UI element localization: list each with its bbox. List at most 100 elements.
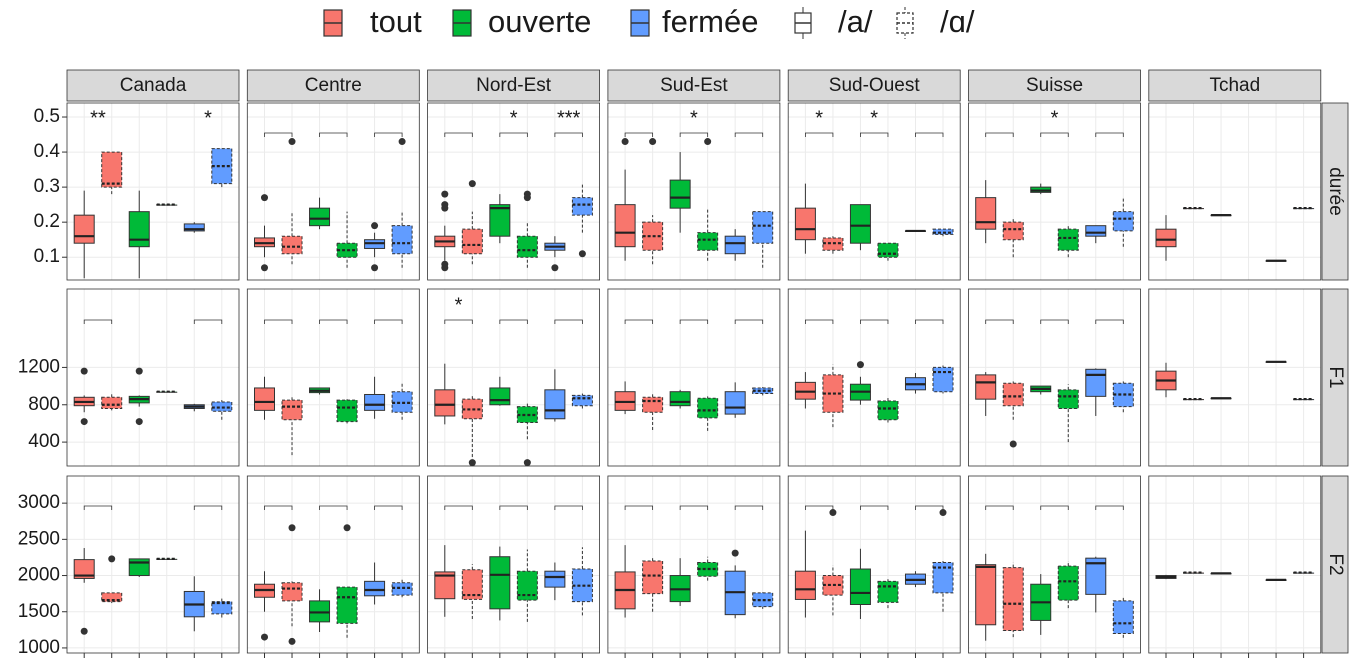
box: [975, 564, 997, 626]
strip-label: Canada: [120, 75, 187, 96]
panel-border: [66, 475, 240, 654]
panel: [1148, 475, 1322, 654]
legend-label: fermée: [662, 4, 758, 39]
strip-label: Suisse: [1026, 75, 1083, 96]
panel-border: [1148, 475, 1322, 654]
panel-bg: [968, 103, 1141, 280]
box: [336, 586, 358, 624]
panel-border: [968, 475, 1141, 654]
panel: [787, 475, 961, 654]
bracket: [860, 319, 889, 324]
panel: ** *: [66, 102, 240, 281]
bracket: [499, 132, 528, 137]
panel-border: [66, 102, 240, 281]
outlier: [441, 204, 449, 212]
box: [932, 562, 954, 594]
box: [1002, 382, 1024, 407]
outlier: [829, 509, 837, 517]
outlier: [551, 264, 559, 272]
bracket: [444, 132, 473, 137]
panel-border: [787, 288, 961, 467]
outlier: [468, 180, 476, 188]
panel-bg: [788, 103, 961, 280]
outlier: [398, 138, 406, 146]
box: [849, 568, 871, 605]
bracket: [319, 505, 348, 510]
outlier: [80, 367, 88, 375]
bracket: [264, 132, 293, 137]
bracket: [319, 132, 348, 137]
box: [1057, 389, 1079, 409]
box: [281, 582, 303, 602]
panel-border: [427, 288, 601, 467]
bracket: [1040, 319, 1069, 324]
box: [101, 396, 123, 409]
significance: *: [510, 107, 518, 129]
panel-bg: [1148, 103, 1321, 280]
box: [975, 197, 997, 230]
bracket: [499, 319, 528, 324]
panel: [1148, 102, 1322, 281]
panel-bg: [968, 289, 1141, 466]
outlier: [939, 509, 947, 517]
panel: *: [968, 102, 1141, 281]
outlier: [731, 549, 739, 557]
bracket: [193, 505, 223, 510]
strip: [1321, 475, 1349, 654]
bracket: [624, 505, 654, 510]
bracket: [554, 319, 583, 324]
bracket: [805, 505, 834, 510]
bracket: [374, 132, 403, 137]
outlier: [288, 524, 296, 532]
bracket: [499, 505, 528, 510]
panel-border: [968, 102, 1141, 281]
panel: [607, 288, 781, 467]
box: [544, 389, 566, 420]
box: [461, 569, 483, 600]
bracket: [624, 319, 654, 324]
bracket: [193, 319, 223, 324]
bracket: [679, 505, 709, 510]
bracket: [1095, 132, 1124, 137]
box: [73, 214, 95, 244]
outlier: [468, 459, 476, 467]
box: [489, 556, 511, 610]
panel-bg: [427, 103, 600, 280]
bracket: [679, 132, 709, 137]
box: [642, 560, 664, 595]
bracket: [805, 132, 834, 137]
box: [571, 394, 593, 407]
panel-bg: [427, 289, 600, 466]
y-tick-label: 2000: [18, 565, 60, 586]
panel-bg: [1148, 476, 1321, 653]
panel-border: [787, 102, 961, 281]
panel-bg: [247, 289, 420, 466]
panel-bg: [247, 103, 420, 280]
panel: [246, 288, 420, 467]
box: [489, 387, 511, 406]
bracket: [444, 319, 473, 324]
bracket: [1040, 132, 1069, 137]
panel: [66, 288, 240, 467]
box: [254, 387, 275, 411]
y-tick-label: 0.4: [34, 141, 61, 162]
significance: *: [1051, 107, 1059, 129]
bracket: [319, 319, 348, 324]
box: [849, 204, 871, 244]
bracket: [624, 132, 654, 137]
outlier: [1009, 440, 1017, 448]
panel-bg: [607, 289, 780, 466]
strip: [1148, 69, 1322, 102]
bracket: [264, 505, 293, 510]
bracket: [1095, 319, 1124, 324]
bracket: [805, 319, 834, 324]
panel-border: [607, 102, 781, 281]
y-tick-label: 1500: [18, 601, 60, 622]
box: [1057, 565, 1079, 601]
box: [642, 396, 664, 413]
box: [211, 601, 233, 615]
box: [1112, 211, 1134, 232]
box: [101, 592, 123, 603]
bracket: [554, 505, 583, 510]
strip: [787, 69, 961, 102]
